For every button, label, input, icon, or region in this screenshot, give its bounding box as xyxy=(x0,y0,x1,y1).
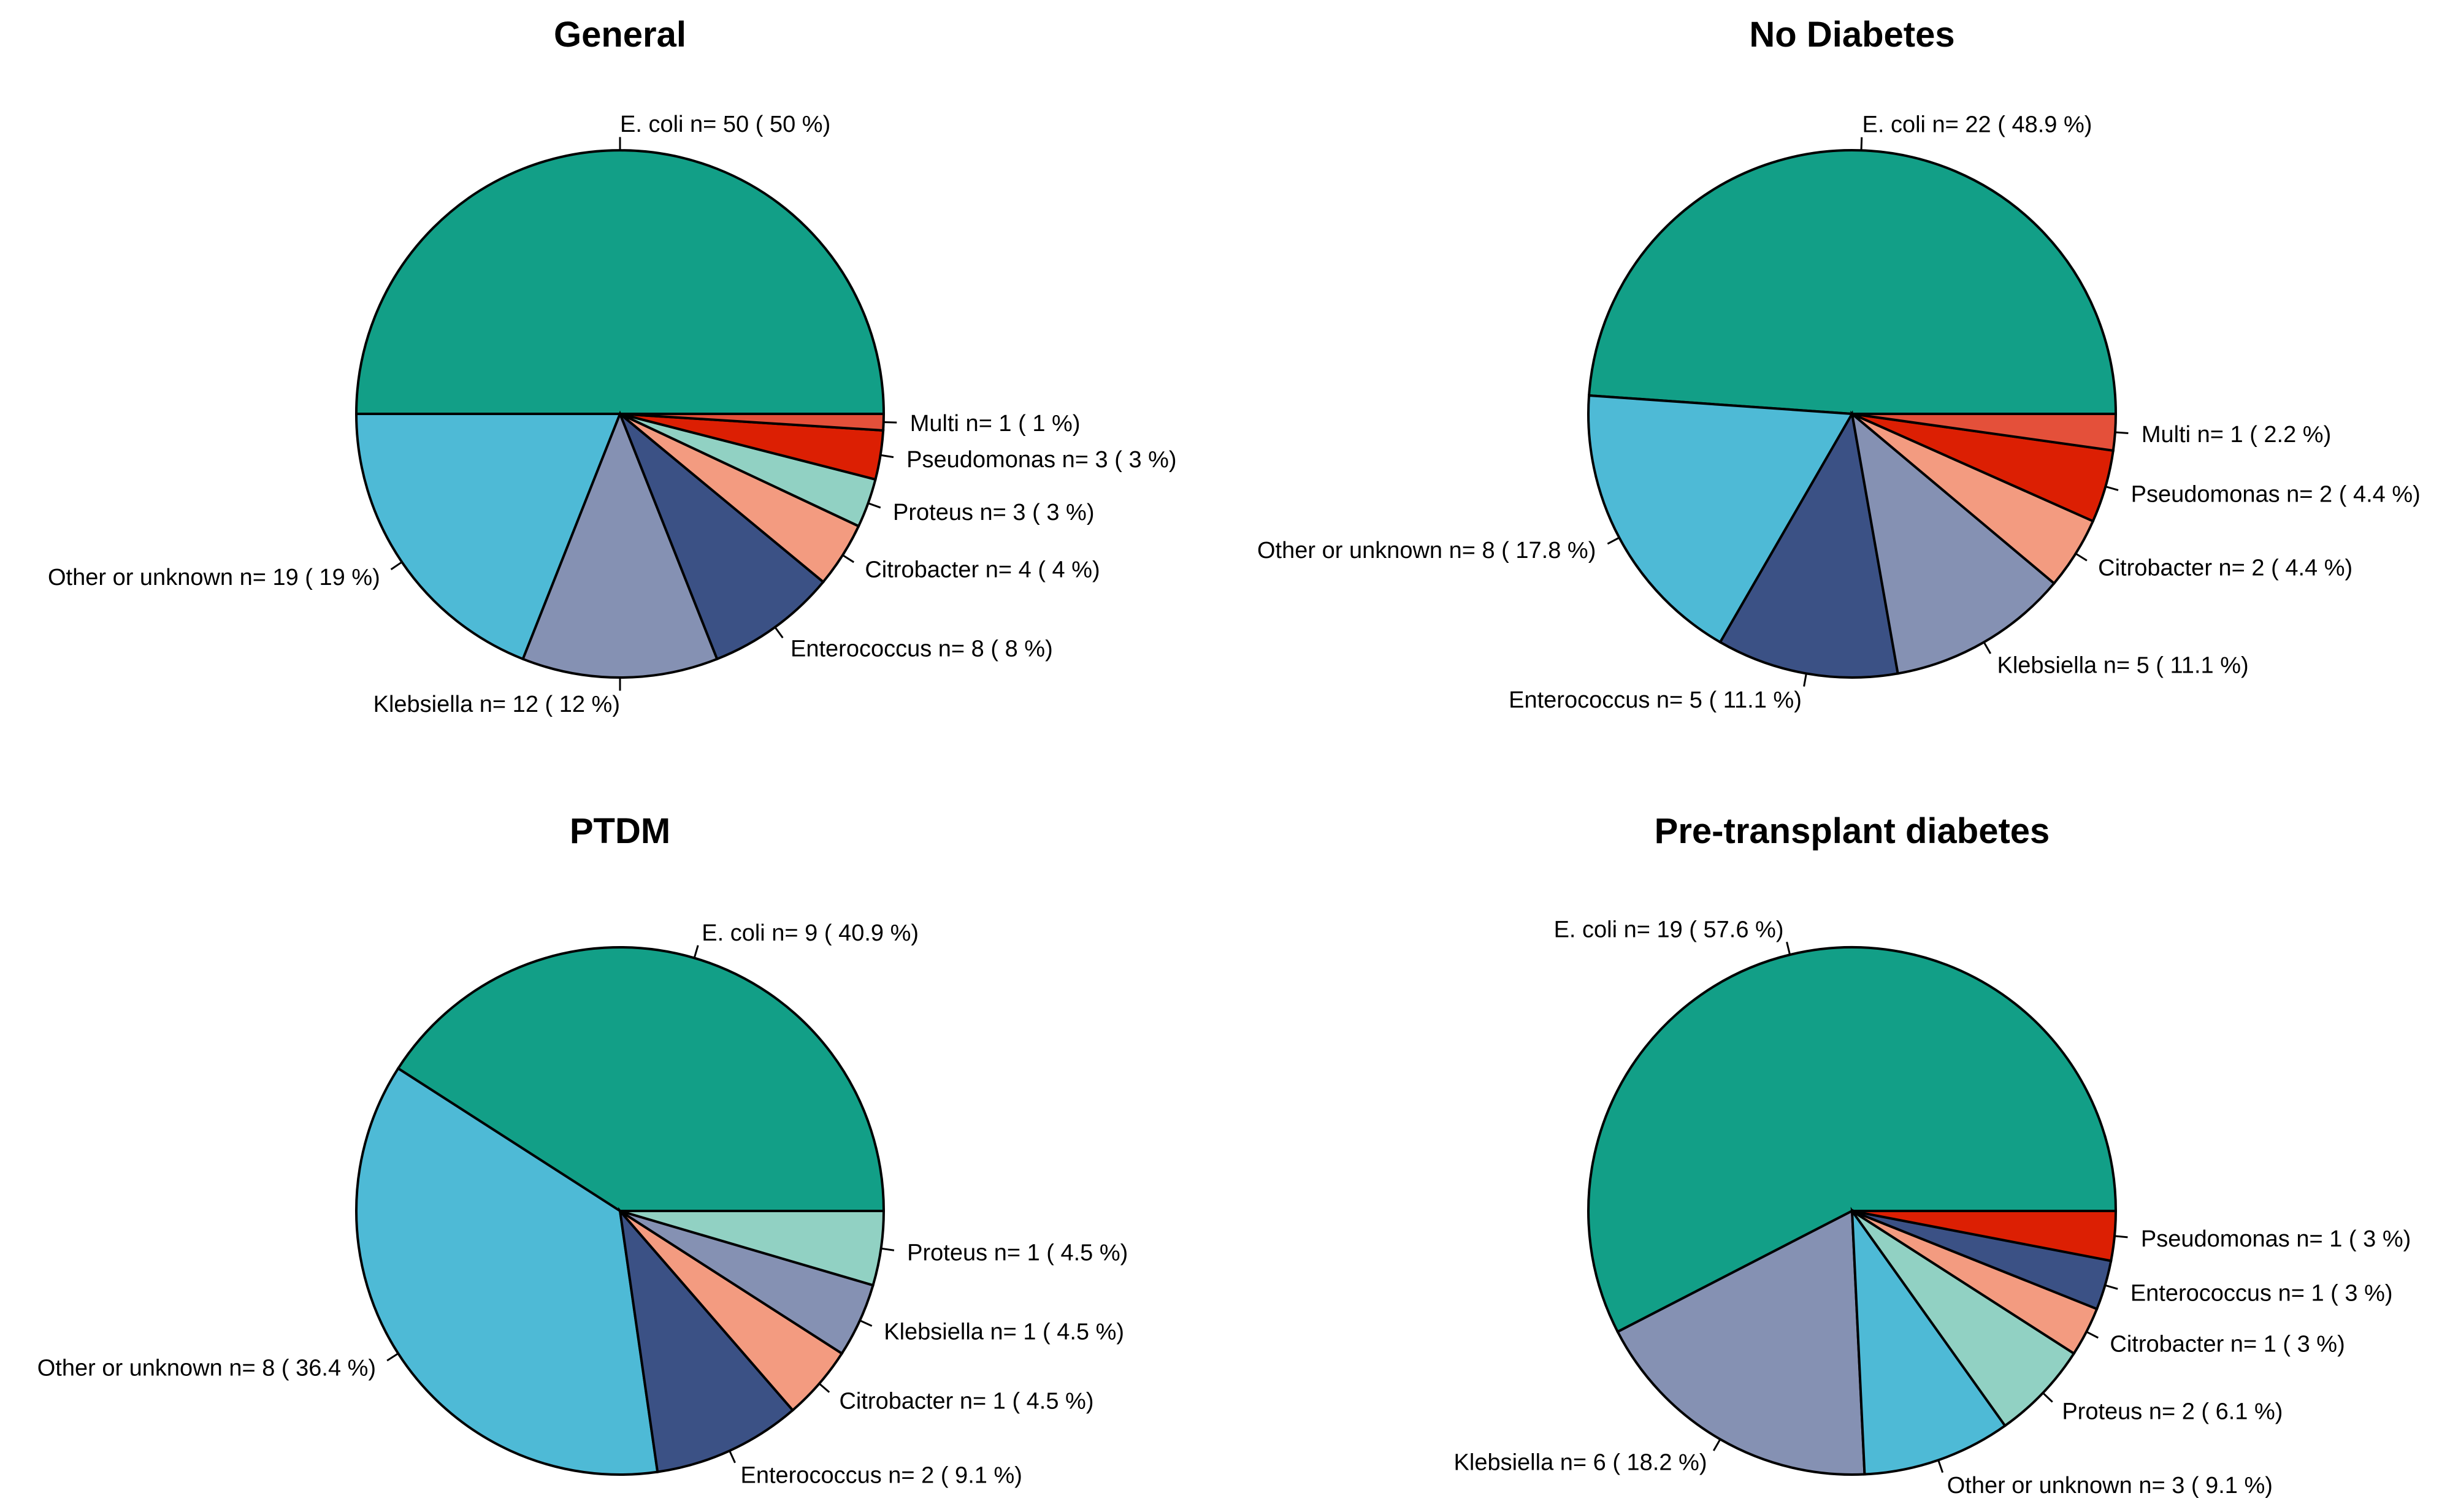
leader-line-enterococcus xyxy=(774,626,784,639)
slice-label-citrobacter: Citrobacter n= 2 ( 4.4 %) xyxy=(2098,556,2352,581)
chart-title-ptdm: PTDM xyxy=(570,811,670,851)
slice-label-other-or-unknown: Other or unknown n= 8 ( 17.8 %) xyxy=(1257,538,1596,563)
slice-label-enterococcus: Enterococcus n= 8 ( 8 %) xyxy=(791,636,1053,662)
slice-label-citrobacter: Citrobacter n= 1 ( 4.5 %) xyxy=(839,1389,1093,1415)
pie-slice-e-coli xyxy=(1587,149,2118,415)
pie-ptdm: E. coli n= 9 ( 40.9 %) Other or unknown n… xyxy=(37,920,1128,1488)
leader-line-citrobacter xyxy=(842,554,855,563)
slice-label-other-or-unknown: Other or unknown n= 8 ( 36.4 %) xyxy=(37,1356,376,1381)
panel-no-diabetes: No Diabetes E. coli n= 22 ( 48.9 %) Other… xyxy=(1257,15,2421,713)
slice-label-klebsiella: Klebsiella n= 6 ( 18.2 %) xyxy=(1454,1450,1707,1476)
chart-title-general: General xyxy=(554,15,686,55)
leader-line-klebsiella xyxy=(1983,641,1992,654)
slice-label-klebsiella: Klebsiella n= 5 ( 11.1 %) xyxy=(1997,653,2249,679)
slice-label-klebsiella: Klebsiella n= 12 ( 12 %) xyxy=(373,692,620,717)
leader-line-multi xyxy=(883,421,897,424)
slice-label-proteus: Proteus n= 1 ( 4.5 %) xyxy=(907,1240,1128,1266)
slice-label-pseudomonas: Pseudomonas n= 1 ( 3 %) xyxy=(2141,1226,2411,1252)
leader-line-enterococcus xyxy=(729,1450,736,1464)
panel-general: General E. coli n= 50 ( 50 %) Other or un… xyxy=(48,15,1177,717)
slice-label-enterococcus: Enterococcus n= 2 ( 9.1 %) xyxy=(740,1462,1022,1488)
pie-slice-pseudomonas xyxy=(1851,1210,2118,1262)
chart-title-pre-transplant-diabetes: Pre-transplant diabetes xyxy=(1655,811,2050,851)
pie-slice-e-coli xyxy=(1587,946,2118,1334)
slice-label-multi: Multi n= 1 ( 1 %) xyxy=(910,411,1081,437)
slice-label-proteus: Proteus n= 3 ( 3 %) xyxy=(893,500,1094,525)
leader-line-pseudomonas xyxy=(2105,486,2119,491)
slice-label-e-coli: E. coli n= 50 ( 50 %) xyxy=(620,112,830,137)
leader-line-e-coli xyxy=(693,945,699,958)
panel-ptdm: PTDM E. coli n= 9 ( 40.9 %) Other or unkn… xyxy=(37,811,1128,1488)
pie-slice-klebsiella xyxy=(521,410,719,679)
slice-label-other-or-unknown: Other or unknown n= 19 ( 19 %) xyxy=(48,565,380,590)
slice-label-proteus: Proteus n= 2 ( 6.1 %) xyxy=(2062,1399,2283,1424)
pie-slice-enterococcus xyxy=(619,413,825,661)
slice-label-citrobacter: Citrobacter n= 1 ( 3 %) xyxy=(2110,1332,2345,1357)
slice-label-klebsiella: Klebsiella n= 1 ( 4.5 %) xyxy=(884,1319,1124,1345)
leader-line-e-coli xyxy=(1786,941,1791,955)
pie-slice-e-coli xyxy=(354,149,886,415)
slice-label-e-coli: E. coli n= 22 ( 48.9 %) xyxy=(1862,112,2092,137)
leader-line-pseudomonas xyxy=(2114,1235,2128,1239)
pie-slice-klebsiella xyxy=(1616,1208,1866,1476)
leader-line-other-or-unknown xyxy=(1937,1459,1944,1473)
pie-pre-transplant-diabetes: E. coli n= 19 ( 57.6 %) Klebsiella n= 6 (… xyxy=(1454,917,2411,1499)
leader-line-pseudomonas xyxy=(880,454,894,459)
leader-line-klebsiella xyxy=(1712,1438,1721,1451)
leader-line-citrobacter xyxy=(2086,1331,2099,1339)
leader-line-proteus xyxy=(868,502,881,509)
leader-line-citrobacter xyxy=(818,1383,830,1393)
leader-line-other-or-unknown xyxy=(390,561,403,571)
leader-line-proteus xyxy=(2042,1392,2053,1403)
pie-slice-multi xyxy=(619,413,886,432)
pie-no-diabetes: E. coli n= 22 ( 48.9 %) Other or unknown … xyxy=(1257,112,2421,713)
panel-pre-transplant-diabetes: Pre-transplant diabetes E. coli n= 19 ( … xyxy=(1454,811,2411,1499)
slice-label-pseudomonas: Pseudomonas n= 3 ( 3 %) xyxy=(906,447,1176,473)
chart-title-no-diabetes: No Diabetes xyxy=(1749,15,1954,55)
slice-label-pseudomonas: Pseudomonas n= 2 ( 4.4 %) xyxy=(2131,481,2421,507)
leader-line-enterococcus xyxy=(2105,1284,2118,1290)
leader-line-proteus xyxy=(881,1247,895,1251)
pie-slice-other-or-unknown xyxy=(354,413,622,661)
leader-line-klebsiella xyxy=(859,1319,873,1327)
pie-slice-proteus xyxy=(619,1210,886,1287)
leader-line-enterococcus xyxy=(1803,673,1807,687)
slice-label-multi: Multi n= 1 ( 2.2 %) xyxy=(2142,422,2331,448)
slice-label-enterococcus: Enterococcus n= 5 ( 11.1 %) xyxy=(1509,687,1802,713)
pie-slice-enterococcus xyxy=(618,1207,795,1473)
pie-slice-other-or-unknown xyxy=(1850,1207,2007,1476)
slice-label-e-coli: E. coli n= 19 ( 57.6 %) xyxy=(1554,917,1784,942)
pie-slice-other-or-unknown xyxy=(1587,394,1855,644)
pie-general: E. coli n= 50 ( 50 %) Other or unknown n=… xyxy=(48,112,1177,717)
leader-line-multi xyxy=(2115,431,2129,434)
slice-label-enterococcus: Enterococcus n= 1 ( 3 %) xyxy=(2130,1280,2393,1306)
leader-line-citrobacter xyxy=(2075,552,2088,562)
slice-label-citrobacter: Citrobacter n= 4 ( 4 %) xyxy=(865,557,1100,582)
slice-label-other-or-unknown: Other or unknown n= 3 ( 9.1 %) xyxy=(1947,1473,2273,1499)
leader-line-other-or-unknown xyxy=(386,1353,399,1362)
pie-slice-other-or-unknown xyxy=(355,1066,659,1476)
leader-line-other-or-unknown xyxy=(1607,536,1620,545)
slice-label-e-coli: E. coli n= 9 ( 40.9 %) xyxy=(702,920,919,946)
leader-line-e-coli xyxy=(1860,137,1863,151)
